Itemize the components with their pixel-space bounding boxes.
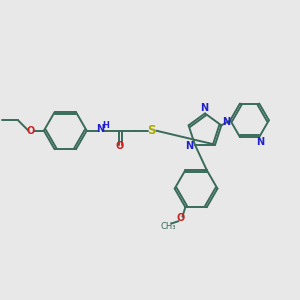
Text: N: N: [256, 137, 264, 147]
Text: N: N: [200, 103, 208, 113]
Text: CH₃: CH₃: [161, 222, 176, 231]
Text: N: N: [97, 124, 105, 134]
Text: S: S: [148, 124, 156, 136]
Text: O: O: [27, 126, 35, 136]
Text: N: N: [222, 117, 230, 128]
Text: O: O: [177, 213, 185, 223]
Text: O: O: [115, 140, 124, 151]
Text: N: N: [185, 141, 194, 151]
Text: H: H: [102, 121, 109, 130]
